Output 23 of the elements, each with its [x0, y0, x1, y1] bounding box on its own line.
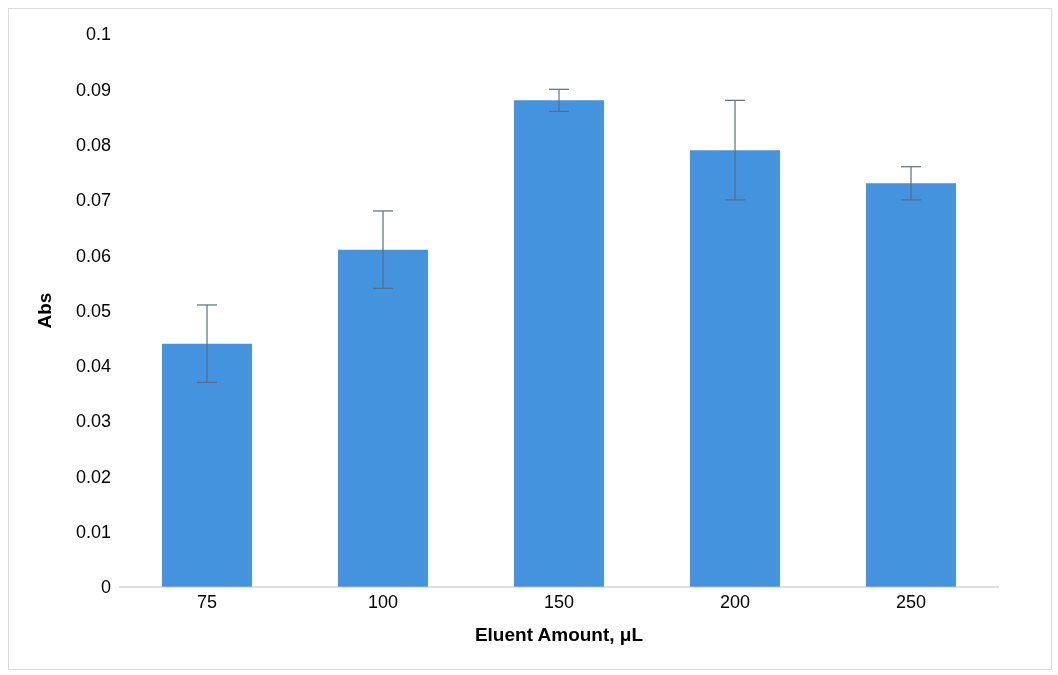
y-tick-label: 0.03 [75, 411, 111, 432]
bar [514, 100, 604, 587]
y-tick-label: 0.04 [75, 356, 111, 377]
bar [866, 183, 956, 587]
y-tick-label: 0.05 [75, 300, 111, 321]
x-tick-label: 200 [719, 591, 751, 612]
y-tick-label: 0.06 [75, 245, 111, 266]
bar [690, 150, 780, 587]
x-axis-title: Eluent Amount, μL [474, 624, 644, 645]
y-tick-label: 0.07 [75, 190, 111, 211]
y-tick-label: 0.1 [85, 24, 111, 45]
x-tick-label: 250 [895, 591, 927, 612]
y-tick-label: 0.08 [75, 134, 111, 155]
x-tick-label: 75 [196, 591, 218, 612]
x-tick-label: 150 [543, 591, 575, 612]
bar [338, 249, 428, 587]
y-tick-label: 0.09 [75, 79, 111, 100]
y-tick-label: 0 [100, 577, 111, 598]
y-tick-label: 0.02 [75, 466, 111, 487]
x-tick-label: 100 [367, 591, 399, 612]
y-axis-title: Abs [33, 292, 55, 329]
y-tick-label: 0.01 [75, 522, 111, 543]
bar [162, 343, 252, 587]
